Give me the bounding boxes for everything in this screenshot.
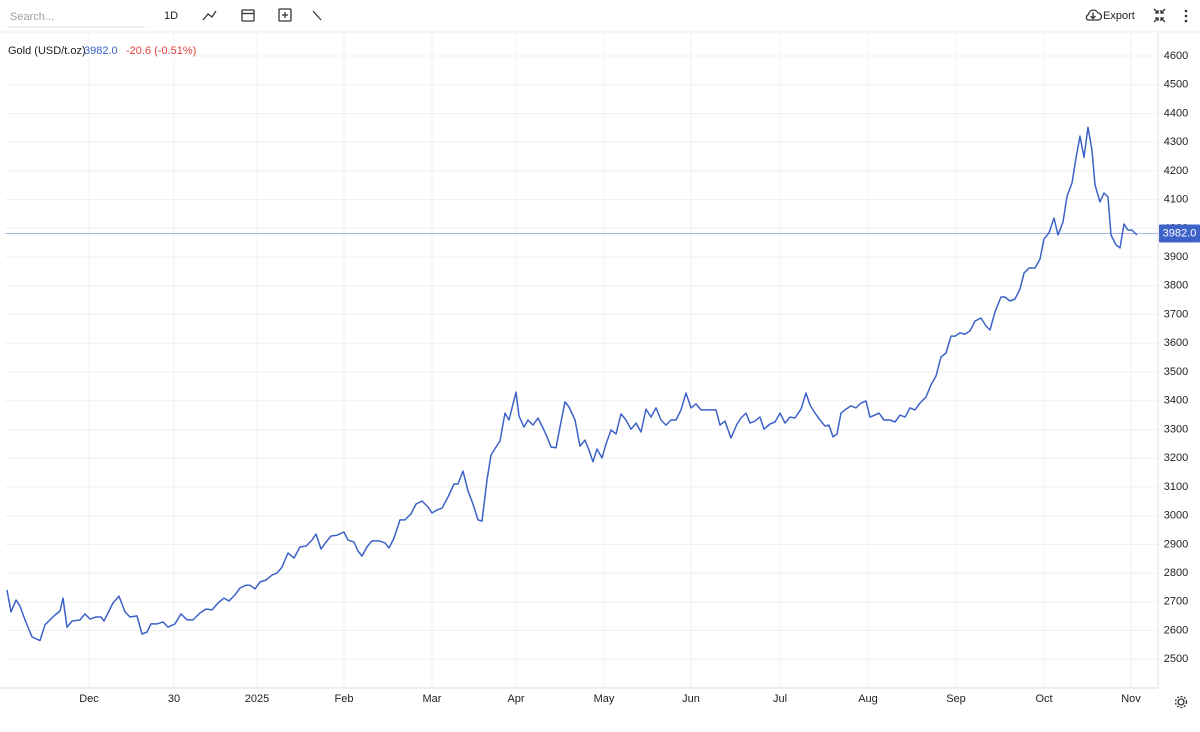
calendar-icon[interactable] xyxy=(241,9,255,22)
x-tick-label: Jul xyxy=(773,693,787,705)
toolbar: Search... 1D Export xyxy=(8,8,1188,28)
y-tick-label: 3300 xyxy=(1164,423,1188,435)
x-tick-label: Jun xyxy=(682,693,700,705)
y-tick-label: 2900 xyxy=(1164,538,1188,550)
last-price-badge xyxy=(1159,224,1200,243)
x-tick-label: Mar xyxy=(423,693,442,705)
grid-layer xyxy=(5,33,1158,688)
y-tick-label: 3900 xyxy=(1164,251,1188,263)
x-tick-label: Nov xyxy=(1121,693,1141,705)
search-placeholder[interactable]: Search... xyxy=(10,11,54,23)
y-tick-label: 2800 xyxy=(1164,567,1188,579)
y-tick-label: 4300 xyxy=(1164,136,1188,148)
x-tick-label: 2025 xyxy=(245,693,269,705)
legend-price: 3982.0 xyxy=(84,45,118,57)
legend-change: -20.6 (-0.51%) xyxy=(126,45,196,57)
chart-type-icon[interactable] xyxy=(202,10,217,21)
y-tick-label: 3500 xyxy=(1164,366,1188,378)
legend-name: Gold (USD/t.oz) xyxy=(8,45,86,57)
y-tick-label: 3800 xyxy=(1164,280,1188,292)
y-tick-label: 3200 xyxy=(1164,452,1188,464)
search-box[interactable]: Search... xyxy=(8,11,145,28)
y-tick-label: 2700 xyxy=(1164,596,1188,608)
interval-button[interactable]: 1D xyxy=(164,10,178,22)
tools-icon[interactable] xyxy=(312,10,322,21)
y-tick-label: 4500 xyxy=(1164,79,1188,91)
x-tick-label: 30 xyxy=(168,693,180,705)
legend-background xyxy=(6,43,196,59)
x-tick-label: Feb xyxy=(335,693,354,705)
y-tick-label: 2600 xyxy=(1164,624,1188,636)
x-tick-label: Oct xyxy=(1035,693,1052,705)
y-tick-label: 3000 xyxy=(1164,510,1188,522)
x-tick-label: Sep xyxy=(946,693,966,705)
y-tick-label: 2500 xyxy=(1164,653,1188,665)
add-indicator-icon[interactable] xyxy=(278,8,292,22)
y-tick-label: 3700 xyxy=(1164,308,1188,320)
export-icon[interactable] xyxy=(1085,9,1103,21)
y-tick-label: 4400 xyxy=(1164,107,1188,119)
y-tick-label: 4200 xyxy=(1164,165,1188,177)
price-line xyxy=(6,126,1138,642)
last-price-label: 3982.0 xyxy=(1163,227,1197,239)
y-tick-label: 3100 xyxy=(1164,481,1188,493)
y-tick-label: 4100 xyxy=(1164,194,1188,206)
y-tick-label: 3400 xyxy=(1164,395,1188,407)
x-tick-label: Dec xyxy=(79,693,99,705)
export-label[interactable]: Export xyxy=(1103,10,1135,22)
collapse-icon[interactable] xyxy=(1153,8,1166,23)
menu-icon[interactable] xyxy=(1184,9,1188,23)
x-tick-label: May xyxy=(594,693,615,705)
y-tick-label: 3600 xyxy=(1164,337,1188,349)
plot-layer xyxy=(5,126,1158,642)
y-tick-label: 4600 xyxy=(1164,50,1188,62)
x-tick-label: Apr xyxy=(507,693,524,705)
settings-icon[interactable] xyxy=(1174,695,1188,709)
export-button[interactable]: Export xyxy=(1085,9,1135,22)
x-tick-label: Aug xyxy=(858,693,878,705)
